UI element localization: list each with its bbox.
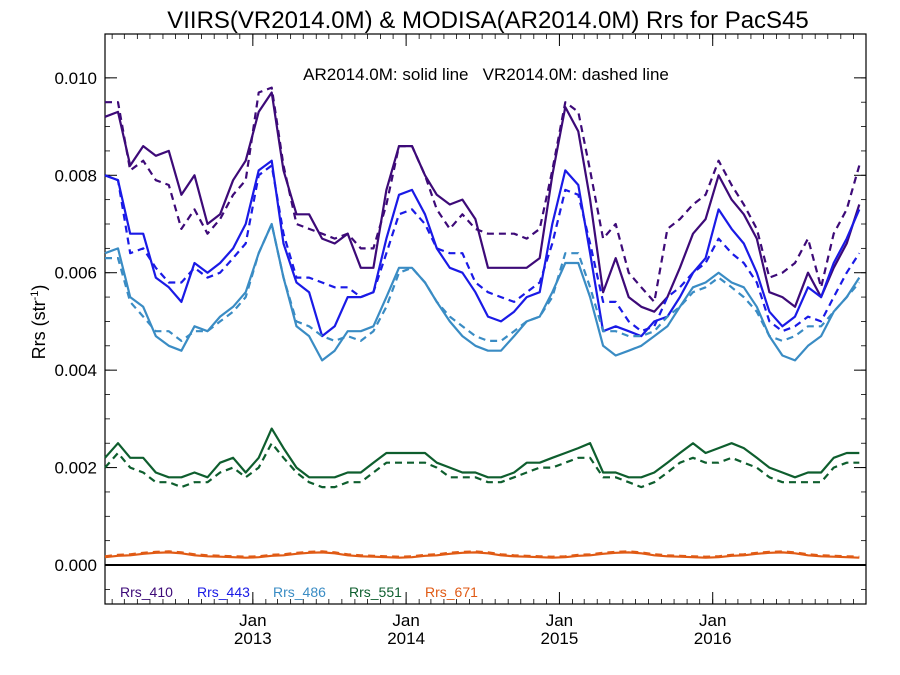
- x-tick-year: 2013: [234, 629, 272, 648]
- plot-area: 0.0000.0020.0040.0060.0080.010Jan2013Jan…: [54, 33, 867, 648]
- y-axis-label: Rrs (str-1): [29, 285, 49, 360]
- series-line-rrs-551-solid: [104, 427, 860, 479]
- x-tick-year: 2014: [387, 629, 425, 648]
- x-tick-month: Jan: [239, 611, 266, 630]
- y-tick-label: 0.002: [54, 459, 97, 478]
- series-line-rrs-410-solid: [104, 91, 861, 313]
- y-tick-label: 0.000: [54, 556, 97, 575]
- y-axis-label-sup: -1: [29, 291, 41, 301]
- series-line-rrs-671-dashed: [104, 550, 860, 558]
- legend-entry-rrs-486: Rrs_486: [273, 584, 326, 600]
- series-line-rrs-443-solid: [104, 159, 861, 338]
- x-tick-month: Jan: [699, 611, 726, 630]
- x-tick-month: Jan: [392, 611, 419, 630]
- legend-entry-rrs-551: Rrs_551: [349, 584, 402, 600]
- y-axis-label-close: ): [29, 285, 49, 291]
- chart-title: VIIRS(VR2014.0M) & MODISA(AR2014.0M) Rrs…: [167, 7, 809, 34]
- series-line-rrs-486-dashed: [105, 222, 861, 342]
- y-tick-label: 0.010: [54, 69, 97, 88]
- x-tick-month: Jan: [546, 611, 573, 630]
- line-style-annotation: AR2014.0M: solid line VR2014.0M: dashed …: [303, 65, 669, 84]
- y-tick-label: 0.006: [54, 264, 97, 283]
- y-tick-label: 0.008: [54, 166, 97, 185]
- legend-entry-rrs-671: Rrs_671: [425, 584, 478, 600]
- x-tick-year: 2015: [541, 629, 579, 648]
- y-tick-label: 0.004: [54, 361, 97, 380]
- legend-entry-rrs-443: Rrs_443: [197, 584, 250, 600]
- legend-entry-rrs-410: Rrs_410: [120, 584, 173, 600]
- series-line-rrs-410-dashed: [105, 86, 861, 303]
- y-axis-label-main: Rrs (str: [29, 300, 49, 359]
- series-line-rrs-551-dashed: [104, 442, 860, 489]
- series-line-rrs-486-solid: [104, 222, 861, 362]
- x-tick-year: 2016: [694, 629, 732, 648]
- plot-frame: [104, 33, 867, 605]
- series-line-rrs-443-dashed: [104, 164, 861, 333]
